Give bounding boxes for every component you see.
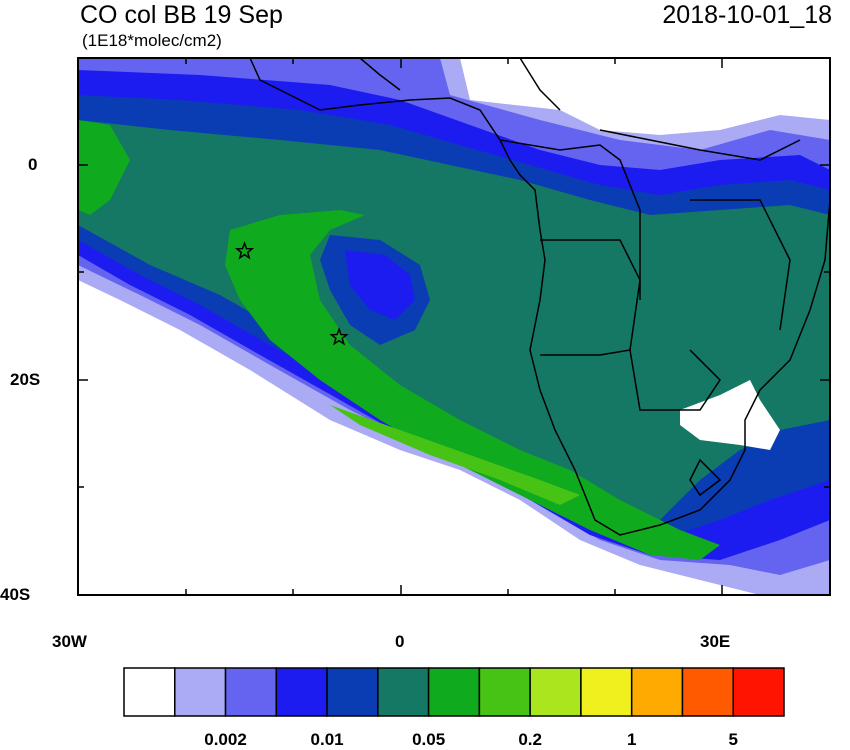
field-gap [680, 380, 780, 450]
x-tick-label-30e: 30E [700, 632, 731, 651]
field-west-green [78, 120, 130, 215]
markers [234, 241, 349, 346]
colorbar-label: 0.01 [310, 730, 344, 749]
field-inner-low2 [345, 250, 415, 320]
concentration-field [78, 58, 830, 595]
colorbar-box-11 [681, 667, 734, 717]
colorbar-label: 0.05 [412, 730, 446, 749]
colorbar [123, 667, 785, 717]
field-level-0.1 [330, 405, 580, 505]
colorbar-box-7 [478, 667, 531, 717]
colorbar-box-10 [630, 667, 684, 717]
units-label: (1E18*molec/cm2) [82, 31, 222, 50]
star-marker-1 [234, 241, 255, 260]
colorbar-box-1 [174, 667, 227, 717]
colorbar-box-5 [377, 667, 430, 717]
colorbar-label: 1 [626, 730, 637, 749]
colorbar-box-8 [529, 667, 582, 717]
star-marker-2 [329, 327, 349, 346]
colorbar-label: 5 [728, 730, 738, 749]
colorbar-box-2 [224, 667, 278, 717]
colorbar-box-6 [427, 667, 481, 717]
datetime-label: 2018-10-01_18 [662, 1, 832, 29]
y-tick-label-40s: 40S [0, 585, 31, 604]
colorbar-box-4 [326, 667, 379, 717]
map-frame [77, 57, 831, 596]
colorbar-label: 0.2 [518, 730, 542, 749]
field-north-clear [490, 58, 830, 135]
axis-ticks [77, 58, 830, 595]
coastlines [249, 58, 830, 536]
x-tick-label-0: 0 [395, 632, 405, 651]
colorbar-box-0 [123, 667, 176, 717]
x-tick-label-30w: 30W [52, 632, 87, 651]
colorbar-box-3 [275, 667, 328, 717]
colorbar-box-9 [580, 667, 633, 717]
y-tick-label-0: 0 [28, 155, 38, 174]
y-tick-label-20s: 20S [10, 370, 41, 389]
field-level-0.05 [225, 210, 720, 560]
map-title: CO col BB 19 Sep [80, 1, 283, 29]
colorbar-label: 0.002 [204, 730, 247, 749]
colorbar-box-12 [732, 667, 785, 717]
